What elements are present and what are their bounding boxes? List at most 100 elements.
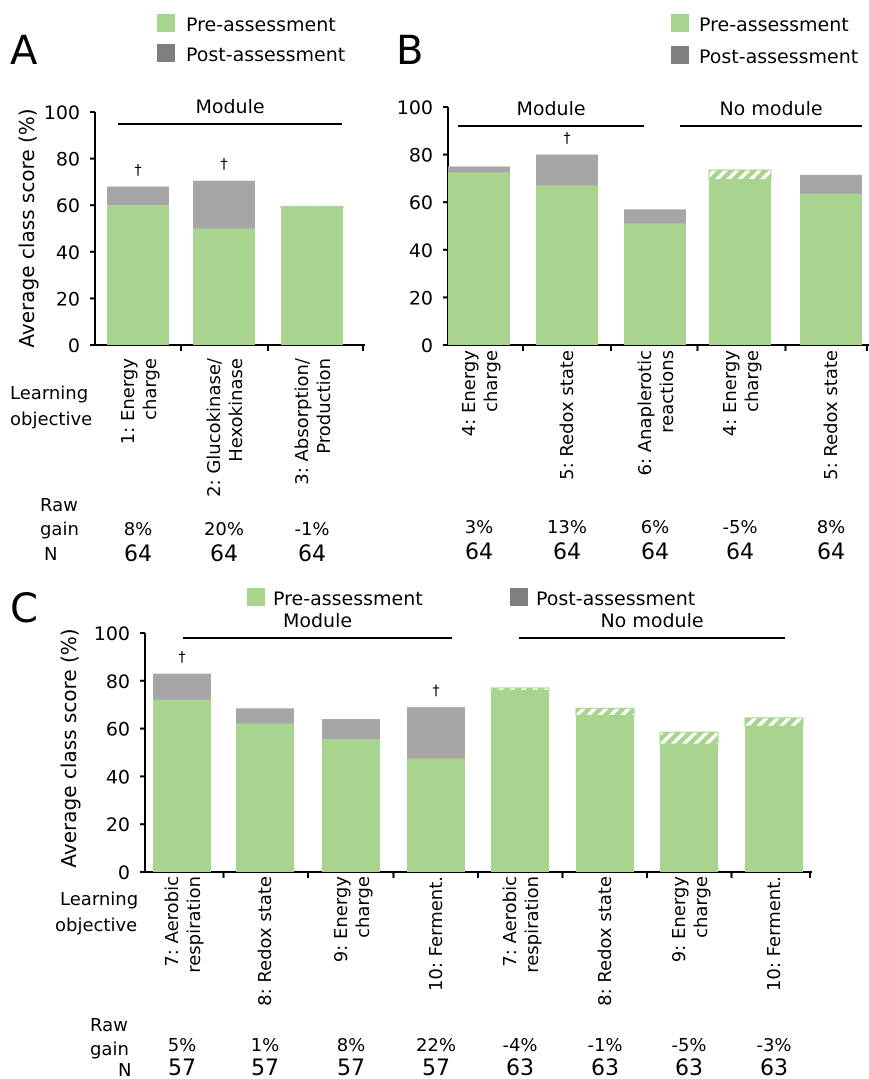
panel-b-category-label-line: reactions <box>657 350 678 433</box>
panel-a-bar-pre <box>193 228 255 345</box>
panel-a-n-value: 64 <box>298 542 326 567</box>
panel-c-significance-marker: † <box>179 650 186 666</box>
panel-a-category-label-line: Production <box>314 358 335 454</box>
panel-c-category-label: 9: Energycharge <box>331 876 374 963</box>
panel-c-y-tick-label: 40 <box>106 766 130 788</box>
panel-c-n-value: 57 <box>337 1056 365 1079</box>
panel-c-bar-pre <box>322 739 380 872</box>
legend-b-pre-swatch <box>671 14 689 32</box>
panel-c-y-tick-label: 60 <box>106 719 130 741</box>
panel-b-category-label-line: charge <box>742 350 763 412</box>
panel-c-category-label: 7: Aerobicrespiration <box>500 876 543 973</box>
panel-c-category-label-line: 10: Ferment. <box>426 876 447 991</box>
panel-c-raw-gain: 5% <box>168 1035 197 1056</box>
panel-c-bar-loss <box>659 731 719 745</box>
panel-c-category-label: 10: Ferment. <box>426 876 447 991</box>
row-label-n-a: N <box>44 544 57 565</box>
panel-b-raw-gain: -5% <box>722 517 757 538</box>
row-label-n-c: N <box>118 1060 131 1079</box>
panel-b-bar-loss <box>708 169 772 181</box>
panel-a-category-label: 1: Energycharge <box>118 358 161 445</box>
row-label-rawgain-c-2: gain <box>90 1039 129 1060</box>
panel-c-n-value: 63 <box>675 1056 703 1079</box>
panel-c-bar-pre <box>745 717 803 872</box>
panel-b-category-label-line: 5: Redox state <box>821 350 842 480</box>
panel-c-n-value: 63 <box>591 1056 619 1079</box>
panel-a-y-tick-label: 40 <box>56 242 80 264</box>
panel-c-category-label-line: 7: Aerobic <box>162 876 183 967</box>
panel-c-category-label-line: respiration <box>184 876 205 973</box>
panel-c-bar-pre <box>153 699 211 872</box>
panel-b-n-value: 64 <box>553 540 581 565</box>
panel-b-significance-marker: † <box>564 131 571 147</box>
panel-a-y-tick-label: 20 <box>56 288 80 310</box>
legend-b-post-label: Post-assessment <box>699 46 858 68</box>
panel-c-category-label: 7: Aerobicrespiration <box>162 876 205 973</box>
panel-c-y-tick-label: 0 <box>118 862 130 884</box>
panel-b-raw-gain: 6% <box>641 517 670 538</box>
row-label-rawgain-a-1: Raw <box>40 495 78 516</box>
panel-a-category-label: 3: Absorption/Production <box>292 357 335 485</box>
panel-c-bar-pre <box>576 708 634 872</box>
panel-c-bar-post <box>322 719 380 740</box>
panel-b-group-label: No module <box>719 98 822 120</box>
panel-letter-a: A <box>10 28 38 74</box>
panel-c-category-label-line: charge <box>691 876 712 938</box>
panel-a-raw-gain: -1% <box>294 519 329 540</box>
panel-c-raw-gain: -3% <box>756 1035 791 1056</box>
panel-c-y-tick-label: 80 <box>106 671 130 693</box>
panel-c-raw-gain: 1% <box>251 1035 280 1056</box>
panel-a-n-value: 64 <box>210 542 238 567</box>
panel-a-category-label-line: 3: Absorption/ <box>292 357 313 485</box>
legend-a-pre-label: Pre-assessment <box>186 14 336 36</box>
panel-b-bar-pre <box>448 172 510 345</box>
panel-b-y-tick-label: 20 <box>409 287 433 309</box>
y-axis-title-c: Average class score (%) <box>57 628 81 867</box>
panel-a-category-label: 2: Glucokinase/Hexokinase <box>204 357 247 497</box>
panel-c-bar-pre <box>236 723 294 872</box>
panel-c-category-label: 10: Ferment. <box>764 876 785 991</box>
panel-b-group-label: Module <box>516 98 585 120</box>
panel-c-category-label-line: 9: Energy <box>331 876 352 963</box>
panel-b-raw-gain: 8% <box>817 517 846 538</box>
panel-b-y-tick-label: 60 <box>409 192 433 214</box>
panel-b-n-value: 64 <box>641 540 669 565</box>
panel-c-bar-loss <box>575 707 635 716</box>
panel-c-group-label: No module <box>600 610 703 632</box>
panel-c-y-tick-label: 100 <box>94 623 130 645</box>
panel-c-category-label-line: 10: Ferment. <box>764 876 785 991</box>
panel-c-significance-marker: † <box>433 683 440 699</box>
panel-b-category-label-line: 4: Energy <box>459 350 480 437</box>
panel-c-bar-loss <box>744 717 804 727</box>
panel-c-bar-pre <box>660 732 718 872</box>
panel-a-raw-gain: 20% <box>204 519 244 540</box>
panel-c-n-value: 57 <box>251 1056 279 1079</box>
panel-a-bar-post <box>193 180 255 229</box>
panel-c-y-tick-label: 20 <box>106 814 130 836</box>
panel-c-raw-gain: -5% <box>671 1035 706 1056</box>
panel-b-category-label-line: charge <box>481 350 502 412</box>
panel-c-bar-post <box>236 708 294 724</box>
panel-c-category-label-line: 8: Redox state <box>255 876 276 1006</box>
panel-b-category-label-line: 4: Energy <box>720 350 741 437</box>
panel-a-bar-loss <box>280 205 344 209</box>
panel-c-bar-post <box>153 673 211 700</box>
panel-a-n-value: 64 <box>124 542 152 567</box>
panel-a-category-label-line: charge <box>140 358 161 420</box>
panel-a-y-tick-label: 60 <box>56 195 80 217</box>
legend-c-pre-swatch <box>247 588 265 606</box>
panel-c-category-label-line: charge <box>353 876 374 938</box>
panel-b-bar-post <box>448 166 510 173</box>
panel-c-category-label-line: 8: Redox state <box>595 876 616 1006</box>
panel-c-category-label-line: respiration <box>522 876 543 973</box>
panel-c-n-value: 57 <box>422 1056 450 1079</box>
panel-b-category-label-line: 5: Redox state <box>557 350 578 480</box>
panel-a-significance-marker: † <box>221 157 228 173</box>
panel-c-bar-loss <box>490 687 550 691</box>
legend-b: Pre-assessment Post-assessment <box>671 14 858 68</box>
panel-a-bar-post <box>107 186 169 206</box>
panel-b-y-tick-label: 80 <box>409 145 433 167</box>
panel-b-raw-gain: 3% <box>465 517 494 538</box>
